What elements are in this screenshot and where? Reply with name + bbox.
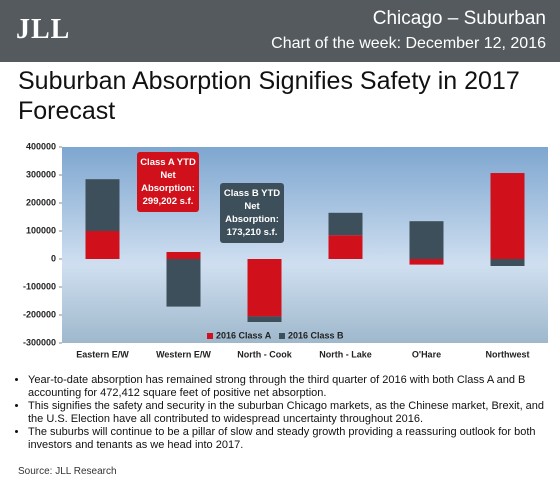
x-tick-label: Eastern E/W xyxy=(76,349,129,359)
y-tick-label: -300000 xyxy=(23,337,56,347)
y-tick-label: 100000 xyxy=(26,225,56,235)
x-tick-label: North - Cook xyxy=(237,349,292,359)
chart-title: Suburban Absorption Signifies Safety in … xyxy=(18,67,520,125)
y-tick-label: 400000 xyxy=(26,141,56,151)
bullet: The suburbs will continue to be a pillar… xyxy=(28,426,558,452)
y-tick-label: 0 xyxy=(51,253,56,263)
y-tick-label: 200000 xyxy=(26,197,56,207)
bar xyxy=(328,212,363,236)
x-tick-label: North - Lake xyxy=(319,349,372,359)
source: Source: JLL Research xyxy=(18,466,117,477)
bar xyxy=(409,259,444,265)
y-tick-label: -200000 xyxy=(23,309,56,319)
y-tick-label: -100000 xyxy=(23,281,56,291)
bullets: Year-to-date absorption has remained str… xyxy=(14,374,558,452)
legend-label: 2016 Class B xyxy=(288,330,344,340)
bar xyxy=(490,259,525,266)
legend-swatch xyxy=(207,333,213,339)
x-tick-label: Western E/W xyxy=(156,349,211,359)
header: JLL Chicago – Suburban Chart of the week… xyxy=(0,0,560,62)
bar xyxy=(166,259,201,307)
plot-background xyxy=(62,147,548,343)
legend-label: 2016 Class A xyxy=(216,330,272,340)
bar xyxy=(328,235,363,259)
bar xyxy=(247,259,282,317)
logo: JLL xyxy=(16,14,71,45)
annotation: Class A YTD Net Absorption: 299,202 s.f. xyxy=(137,152,199,212)
bullet: This signifies the safety and security i… xyxy=(28,400,558,426)
bar xyxy=(409,221,444,259)
header-subtitle: Chart of the week: December 12, 2016 xyxy=(271,35,546,52)
x-tick-label: O'Hare xyxy=(412,349,441,359)
bar xyxy=(85,179,120,231)
bullet: Year-to-date absorption has remained str… xyxy=(28,374,558,400)
y-tick-label: 300000 xyxy=(26,169,56,179)
bar xyxy=(247,316,282,322)
legend-swatch xyxy=(279,333,285,339)
region: Chicago – Suburban xyxy=(372,8,546,29)
annotation: Class B YTD Net Absorption: 173,210 s.f. xyxy=(220,183,284,243)
bar xyxy=(85,231,120,259)
chart: 400000 300000 200000 100000 0 -100000 -200000 -… xyxy=(23,141,548,359)
bar xyxy=(490,173,525,259)
x-tick-label: Northwest xyxy=(485,349,529,359)
bar xyxy=(166,252,201,259)
